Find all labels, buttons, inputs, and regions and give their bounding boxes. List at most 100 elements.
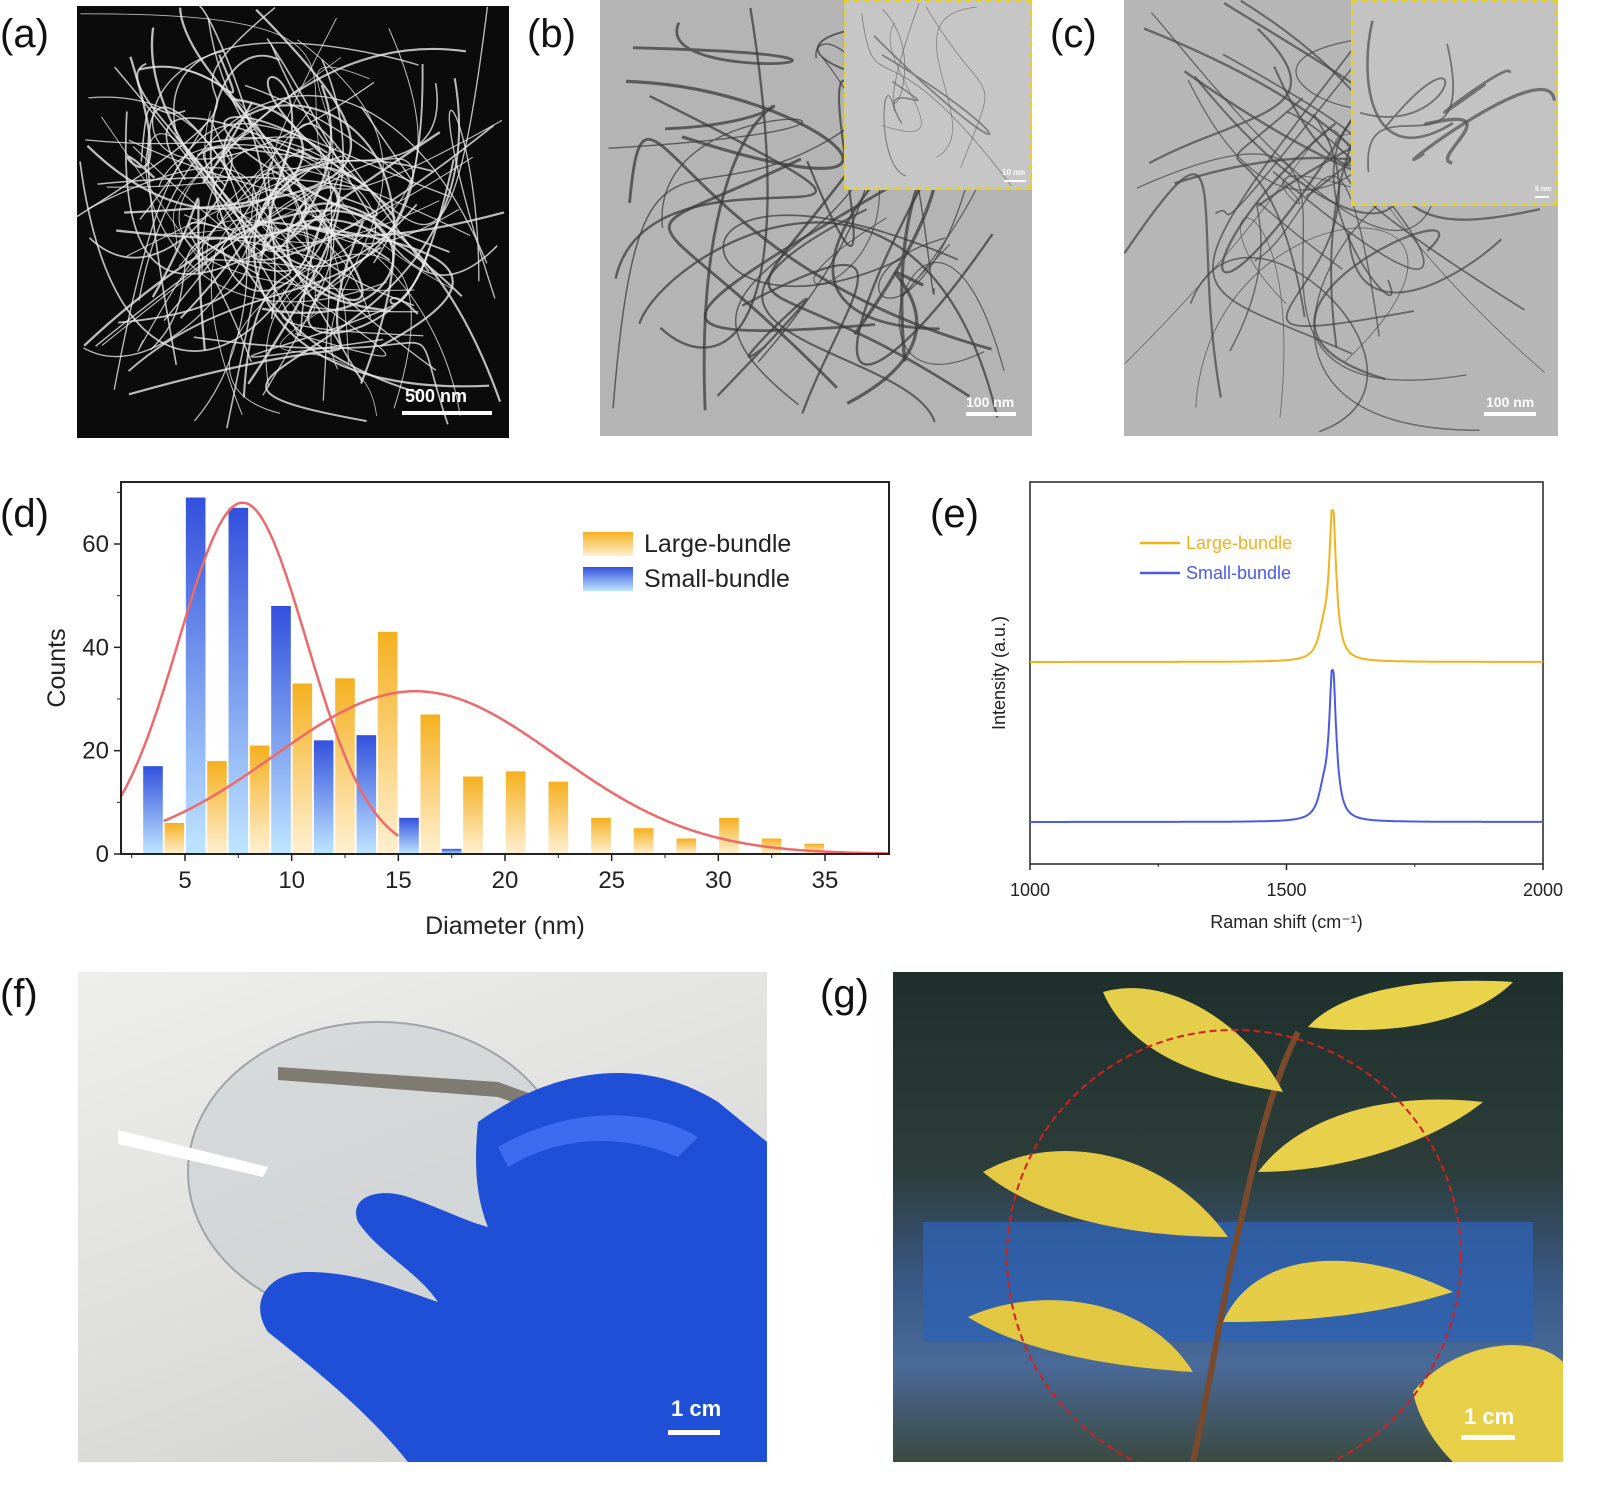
fiber <box>265 78 461 423</box>
film-reflection <box>118 1130 268 1177</box>
leaf-middle-left <box>983 1151 1228 1237</box>
fiber <box>101 119 503 346</box>
large-bundle-bar <box>719 817 739 854</box>
fiber <box>861 13 1012 187</box>
large-bundle-bar <box>164 823 185 854</box>
fiber <box>659 7 769 349</box>
fiber <box>262 156 473 319</box>
fiber <box>128 221 365 396</box>
large-bundle-bar <box>633 828 654 854</box>
legend-label-large: Large-bundle <box>644 530 791 558</box>
fiber <box>389 159 455 315</box>
fiber <box>151 197 206 351</box>
scale-bar-b-inset <box>1004 180 1026 182</box>
large-bundle-bar <box>249 745 270 854</box>
legend-swatch-large <box>583 532 633 556</box>
x-tick-label-e: 1500 <box>1266 880 1306 900</box>
scale-bar-a <box>402 411 492 415</box>
fiber <box>761 208 936 423</box>
fiber <box>101 116 292 266</box>
fiber <box>1240 217 1287 418</box>
large-bundle-bar <box>292 683 313 854</box>
fiber <box>216 107 313 299</box>
y-tick-label-d: 20 <box>82 738 109 765</box>
fiber <box>1254 175 1380 337</box>
scale-label-a: 500 nm <box>405 386 468 406</box>
fiber <box>184 69 316 318</box>
fiber <box>448 109 496 299</box>
scale-bar-f <box>668 1430 720 1435</box>
fiber <box>126 56 156 179</box>
large-bundle-bar <box>676 838 697 854</box>
x-axis-label-e: Raman shift (cm⁻¹) <box>1210 912 1363 932</box>
fiber <box>1189 256 1369 433</box>
fiber <box>1214 62 1357 216</box>
fiber <box>1367 43 1454 173</box>
fiber <box>138 95 488 301</box>
large-bundle-bar <box>804 843 825 854</box>
fiber <box>297 39 384 370</box>
large-bundle-bar <box>591 817 611 854</box>
large-bundle-bar <box>463 776 483 854</box>
fiber <box>1221 115 1355 274</box>
fiber <box>77 7 276 218</box>
fiber <box>149 238 325 351</box>
highlight-circle <box>1006 1029 1462 1462</box>
x-tick-label-d: 35 <box>812 867 839 894</box>
x-axis-ticks-d: 5 10 15 20 25 30 35 <box>131 854 879 894</box>
fiber <box>716 297 808 397</box>
fiber <box>614 94 817 279</box>
inset-c: 5 nm <box>1351 0 1558 206</box>
panel-label-e: (e) <box>930 492 979 536</box>
legend-label-large-e: Large-bundle <box>1186 533 1292 553</box>
legend-d: Large-bundle Small-bundle <box>583 530 791 593</box>
large-bundle-bar <box>335 678 355 854</box>
panel-label-d: (d) <box>0 492 49 536</box>
y-tick-label-d: 40 <box>82 634 109 661</box>
fiber <box>127 63 424 372</box>
fiber <box>1229 202 1343 352</box>
fiber <box>221 59 344 292</box>
legend-e: Large-bundle Small-bundle <box>1140 533 1292 583</box>
fiber <box>703 152 948 332</box>
panel-label-a: (a) <box>0 12 49 56</box>
fiber <box>222 104 396 384</box>
large-bundle-bar <box>207 761 227 854</box>
large-bundle-bar <box>548 781 569 854</box>
sem-image: 500 nm <box>77 6 509 438</box>
y-axis-ticks-d: 0 20 40 60 <box>82 491 121 868</box>
y-axis-label-e: Intensity (a.u.) <box>989 616 1009 730</box>
large-bundle-bar <box>377 631 398 854</box>
glove-icon <box>260 1073 767 1462</box>
x-tick-label-e: 2000 <box>1523 880 1563 900</box>
fit-curve-large <box>163 690 889 855</box>
fiber <box>150 27 364 301</box>
film-and-glove-drawing <box>118 1021 767 1462</box>
legend-label-small-e: Small-bundle <box>1186 563 1291 583</box>
fiber <box>83 209 395 347</box>
x-axis-label-d: Diameter (nm) <box>425 912 585 940</box>
x-tick-label-d: 15 <box>385 867 412 894</box>
fiber <box>1424 117 1469 165</box>
large-bundle-bar <box>505 771 526 854</box>
fiber <box>301 202 505 402</box>
fiber <box>279 310 377 417</box>
raman-spectra-chart: 1000 1500 2000 Raman shift (cm⁻¹) Intensit… <box>989 481 1563 932</box>
fiber <box>881 22 922 132</box>
panel-label-f: (f) <box>0 972 38 1016</box>
fiber <box>1313 229 1441 381</box>
fiber <box>638 221 999 418</box>
x-tick-label-d: 25 <box>598 867 625 894</box>
small-bundle-bar <box>271 606 291 854</box>
leaf-top-right <box>1308 980 1513 1030</box>
scale-bar-c <box>1484 412 1536 416</box>
small-bundle-bar <box>228 507 249 854</box>
fiber <box>188 90 310 272</box>
photo-flexible-film: 1 cm <box>78 972 767 1462</box>
fiber <box>882 3 920 104</box>
fiber <box>1212 15 1380 355</box>
fiber <box>106 155 344 257</box>
small-bundle-bar <box>399 817 419 854</box>
fiber <box>831 151 940 331</box>
sem-fibers <box>77 6 505 429</box>
